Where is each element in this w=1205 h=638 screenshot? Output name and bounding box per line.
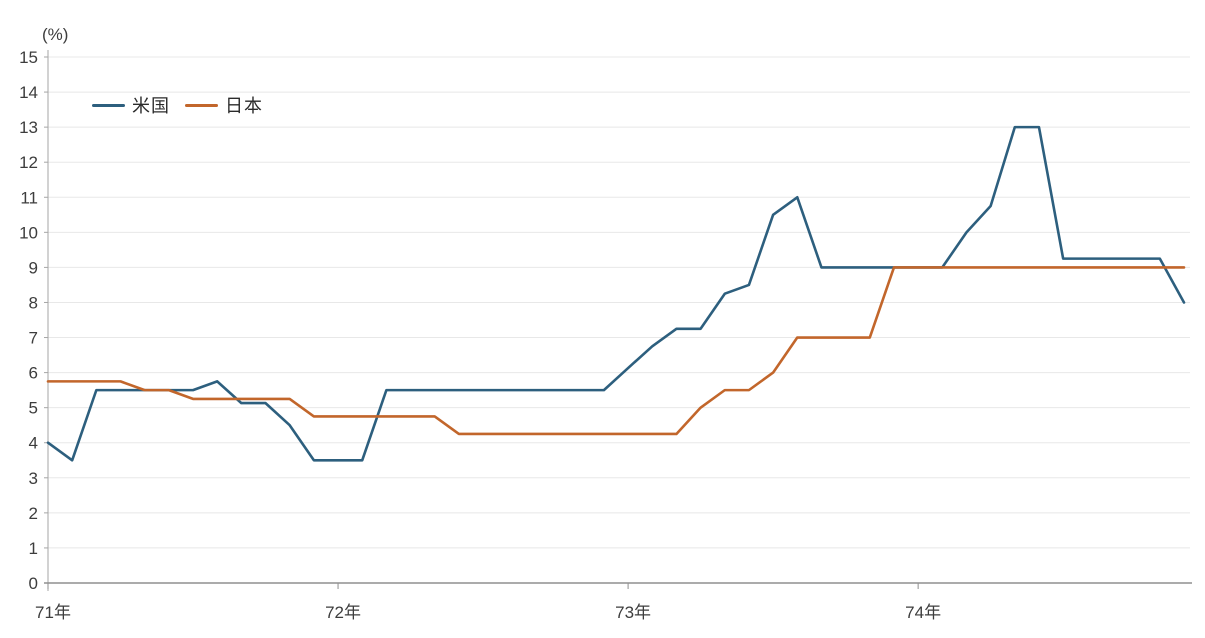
y-tick-label: 9 xyxy=(29,258,38,277)
y-tick-label: 6 xyxy=(29,364,38,383)
y-tick-label: 14 xyxy=(19,83,38,102)
legend-item-japan: 日本 xyxy=(185,92,263,118)
legend-label-japan: 日本 xyxy=(225,96,263,116)
y-tick-label: 7 xyxy=(29,329,38,348)
y-tick-label: 0 xyxy=(29,574,38,593)
y-tick-label: 8 xyxy=(29,293,38,312)
y-tick-label: 15 xyxy=(19,48,38,67)
y-tick-label: 11 xyxy=(20,188,38,207)
chart-legend: 米国 日本 xyxy=(92,92,263,118)
y-tick-label: 2 xyxy=(29,504,38,523)
japan-series-line xyxy=(46,266,1186,436)
us-line-swatch xyxy=(92,103,125,107)
y-tick-label: 1 xyxy=(29,539,38,558)
y-tick-label: 3 xyxy=(29,469,38,488)
us-series-line xyxy=(46,125,1186,462)
y-axis-unit-label: (%) xyxy=(42,25,68,44)
japan-line-swatch xyxy=(185,103,218,107)
x-tick-label: 72年 xyxy=(325,603,361,622)
y-tick-label: 5 xyxy=(29,399,38,418)
gridlines xyxy=(48,56,1190,549)
y-tick-label: 12 xyxy=(19,153,38,172)
x-tick-label: 74年 xyxy=(905,603,941,622)
legend-label-us: 米国 xyxy=(132,96,170,116)
legend-item-us: 米国 xyxy=(92,92,170,118)
x-axis: 71年 72年 73年 74年 xyxy=(35,582,1192,622)
y-tick-label: 13 xyxy=(19,118,38,137)
y-tick-label: 4 xyxy=(29,434,38,453)
y-tick-label: 10 xyxy=(19,223,38,242)
x-tick-label: 71年 xyxy=(35,603,71,622)
x-tick-label: 73年 xyxy=(615,603,651,622)
